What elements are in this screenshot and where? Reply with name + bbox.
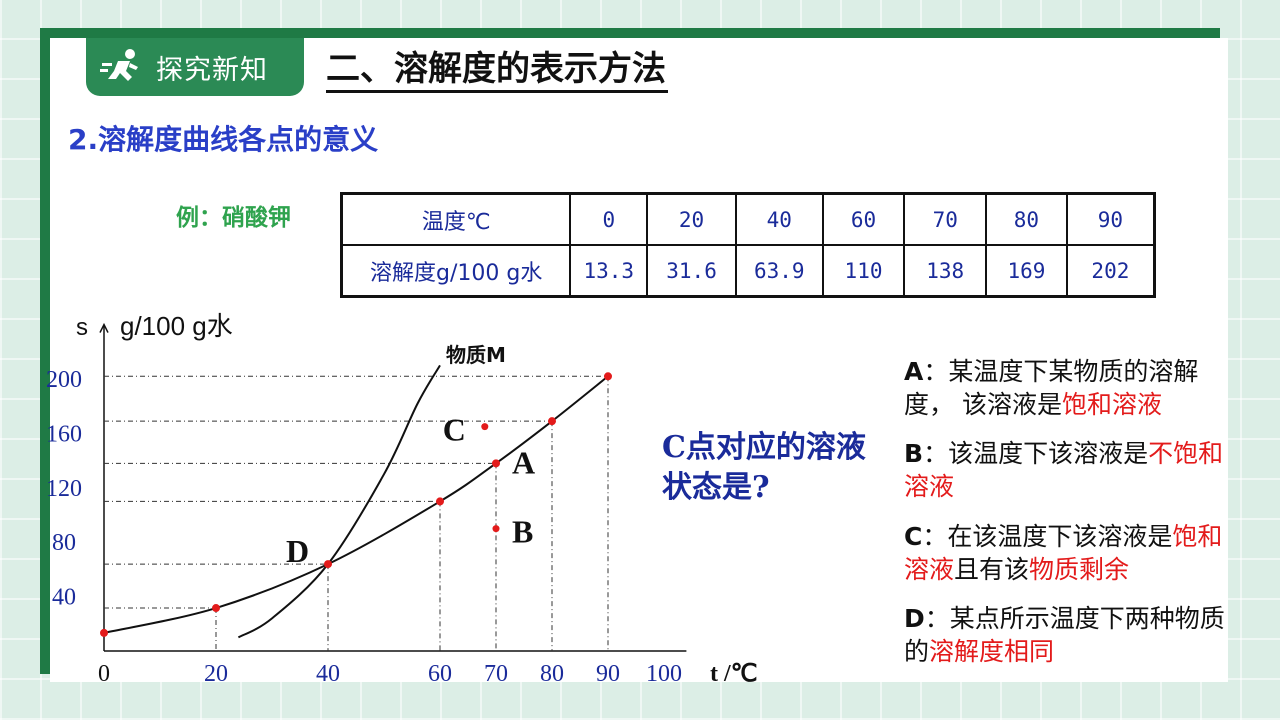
note-a-text: ：某温度下某物质的溶解度， 该溶液是 [904, 357, 1199, 419]
x-tick-label: 20 [204, 661, 228, 687]
runner-icon [100, 49, 138, 81]
note-a-highlight: 饱和溶液 [1061, 390, 1162, 419]
y-tick-label: 80 [52, 530, 76, 556]
table-cell: 63.9 [734, 244, 824, 298]
data-point [436, 497, 444, 506]
y-tick-label: 160 [46, 421, 82, 447]
note-a-key: A [904, 357, 924, 386]
y-axis-symbol: s [76, 314, 88, 341]
example-label: 例：硝酸钾 [176, 205, 291, 231]
x-tick-label: 100 [646, 661, 682, 687]
page-subtitle: 2.溶解度曲线各点的意义 [68, 123, 379, 156]
x-tick-label: 90 [596, 661, 620, 687]
table-cell: 60 [821, 192, 906, 246]
point-b-label: B [512, 514, 533, 550]
note-b-text: ：该温度下该溶液是 [923, 439, 1149, 468]
note-d-key: D [904, 604, 925, 633]
data-point [548, 417, 556, 426]
y-axis-arrow [99, 322, 109, 333]
note-c-highlight-2: 物质剩余 [1029, 555, 1130, 584]
data-point [212, 604, 220, 613]
x-tick-label: 60 [428, 661, 452, 687]
point-c-label: C [443, 412, 466, 448]
point-c-marker [481, 423, 489, 431]
note-c-text-2: 且有该 [954, 555, 1030, 584]
x-axis-title: t /℃ [710, 661, 758, 687]
table-cell: 31.6 [646, 244, 737, 298]
question-text: C点对应的溶液状态是? [662, 430, 866, 505]
table-cell: 80 [985, 192, 1068, 246]
table-cell: 13.3 [569, 244, 649, 298]
data-point [100, 628, 108, 637]
table-cell: 169 [985, 244, 1068, 298]
table-cell: 70 [903, 192, 988, 246]
table-row-temperature: 温度℃ 0 20 40 60 70 80 90 [340, 192, 1156, 246]
note-b: B：该温度下该溶液是不饱和溶液 [904, 437, 1234, 503]
table-header-solubility: 溶解度g/100 g水 [340, 244, 572, 298]
substance-m-label: 物质M [446, 343, 506, 367]
page-title: 二、溶解度的表示方法 [326, 48, 668, 93]
point-d-label: D [286, 533, 309, 569]
section-tag: 探究新知 [86, 38, 304, 96]
slide-canvas [50, 38, 1228, 682]
solubility-curve [103, 375, 609, 634]
note-d: D：某点所示温度下两种物质的溶解度相同 [904, 602, 1234, 668]
data-point [324, 560, 332, 569]
table-cell: 202 [1065, 244, 1156, 298]
note-b-key: B [904, 439, 924, 468]
note-d-highlight: 溶解度相同 [929, 637, 1055, 666]
table-cell: 0 [569, 192, 649, 246]
x-tick-label: 0 [98, 661, 110, 687]
table-cell: 138 [903, 244, 988, 298]
data-point [492, 459, 500, 468]
note-c-key: C [904, 522, 923, 551]
y-axis-title: g/100 g水 [120, 311, 233, 341]
substance-m-curve [237, 364, 441, 639]
table-cell: 20 [646, 192, 737, 246]
x-tick-label: 80 [540, 661, 564, 687]
x-tick-label: 40 [316, 661, 340, 687]
note-c-highlight: 饱和溶液 [904, 522, 1223, 584]
note-b-highlight: 不饱和溶液 [904, 439, 1224, 501]
table-cell: 110 [821, 244, 906, 298]
x-tick-label: 70 [484, 661, 508, 687]
section-tag-label: 探究新知 [156, 54, 268, 86]
note-c-text: ：在该温度下该溶液是 [922, 522, 1173, 551]
note-d-text: ：某点所示温度下两种物质的 [904, 604, 1225, 666]
y-tick-label: 120 [46, 476, 82, 502]
point-a-label: A [512, 444, 535, 480]
data-point [604, 372, 612, 381]
y-tick-label: 200 [46, 367, 82, 393]
y-tick-label: 40 [52, 585, 76, 611]
table-cell: 40 [734, 192, 824, 246]
table-row-solubility: 溶解度g/100 g水 13.3 31.6 63.9 110 138 169 2… [340, 244, 1156, 298]
point-b-marker [492, 525, 500, 533]
note-c: C：在该温度下该溶液是饱和溶液且有该物质剩余 [904, 520, 1234, 586]
table-cell: 90 [1065, 192, 1156, 246]
table-header-temperature: 温度℃ [340, 192, 572, 246]
solubility-table: 温度℃ 0 20 40 60 70 80 90 溶解度g/100 g水 13.3… [340, 192, 1156, 298]
note-a: A：某温度下某物质的溶解度， 该溶液是饱和溶液 [904, 355, 1234, 421]
